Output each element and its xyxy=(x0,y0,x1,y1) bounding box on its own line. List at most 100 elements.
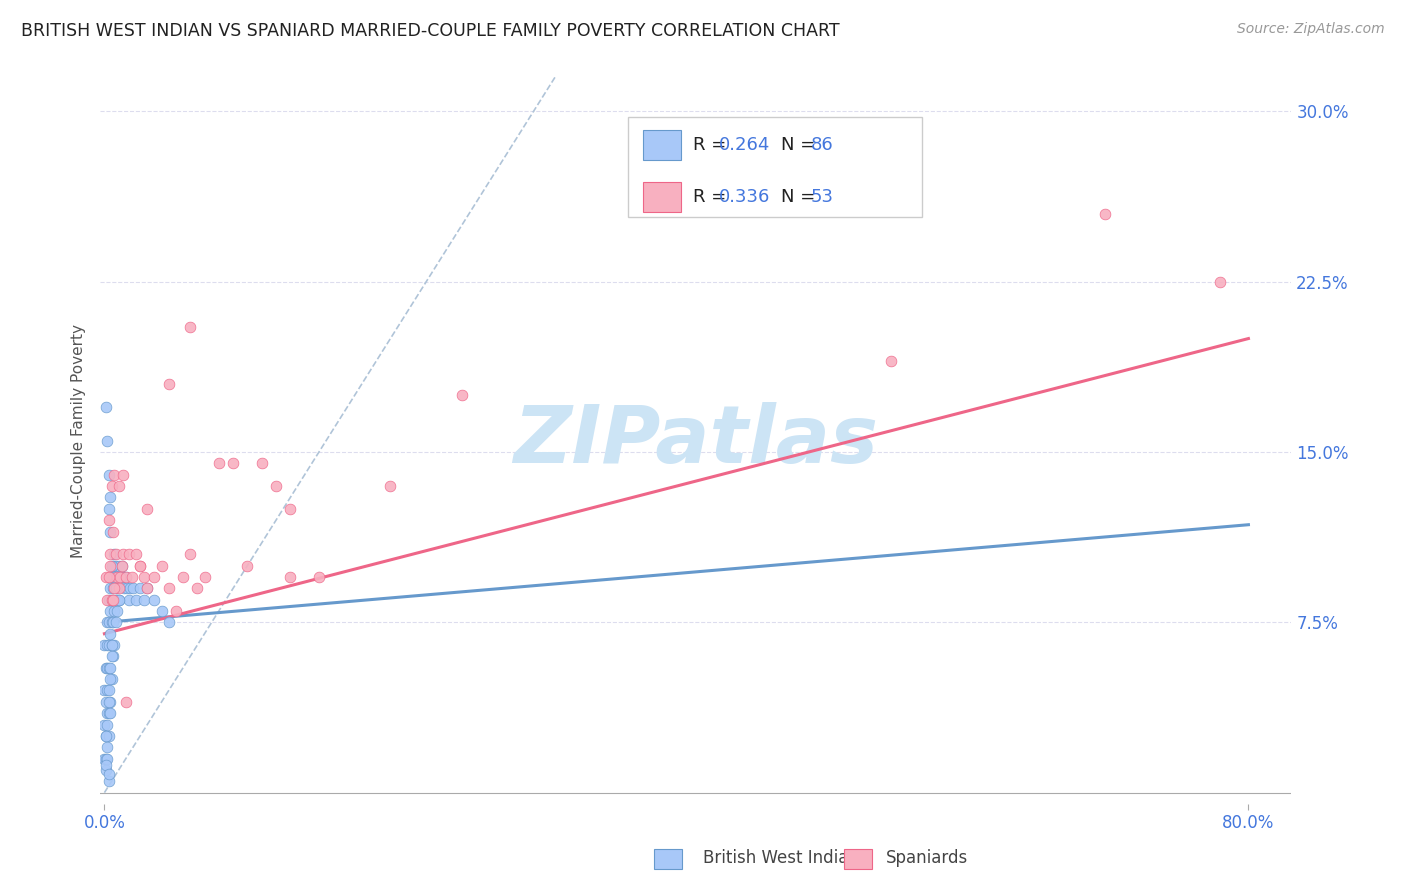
Point xyxy=(107,592,129,607)
Point xyxy=(97,513,120,527)
Point xyxy=(880,354,903,368)
Point xyxy=(115,570,138,584)
Point xyxy=(120,582,142,596)
Point xyxy=(157,376,180,391)
Point xyxy=(110,558,132,573)
Text: N =: N = xyxy=(780,136,821,154)
Point xyxy=(115,695,138,709)
Point xyxy=(121,570,143,584)
Point xyxy=(98,491,121,505)
Point xyxy=(264,479,287,493)
Point xyxy=(118,592,141,607)
Point xyxy=(97,683,120,698)
Point xyxy=(125,547,148,561)
Point xyxy=(97,774,120,789)
Point xyxy=(250,457,273,471)
Point xyxy=(157,582,180,596)
Point xyxy=(1209,275,1232,289)
Point xyxy=(134,592,156,607)
Point xyxy=(96,683,118,698)
Point xyxy=(222,457,245,471)
Text: BRITISH WEST INDIAN VS SPANIARD MARRIED-COUPLE FAMILY POVERTY CORRELATION CHART: BRITISH WEST INDIAN VS SPANIARD MARRIED-… xyxy=(21,22,839,40)
Point xyxy=(97,570,120,584)
Point xyxy=(101,592,124,607)
Text: 0.336: 0.336 xyxy=(718,188,770,206)
Point xyxy=(96,740,118,755)
Point xyxy=(100,479,122,493)
Point xyxy=(104,615,127,630)
Point xyxy=(101,615,124,630)
Point xyxy=(94,400,117,414)
Point xyxy=(93,683,115,698)
Point xyxy=(94,758,117,772)
Point xyxy=(96,615,118,630)
Point xyxy=(98,547,121,561)
Point xyxy=(97,706,120,721)
Point xyxy=(97,467,120,482)
Point xyxy=(97,592,120,607)
Text: 53: 53 xyxy=(810,188,834,206)
Point xyxy=(136,501,159,516)
Text: 86: 86 xyxy=(810,136,834,154)
Point xyxy=(134,570,156,584)
Point xyxy=(104,558,127,573)
Point xyxy=(104,582,127,596)
Point xyxy=(94,661,117,675)
Point xyxy=(143,570,166,584)
Point xyxy=(101,582,124,596)
Point xyxy=(380,479,402,493)
Point xyxy=(96,717,118,731)
Point xyxy=(98,695,121,709)
Point xyxy=(94,570,117,584)
Point xyxy=(96,661,118,675)
Point xyxy=(101,524,124,539)
Point xyxy=(93,638,115,652)
Point xyxy=(103,570,125,584)
Point xyxy=(94,695,117,709)
Point xyxy=(143,592,166,607)
Point xyxy=(107,558,129,573)
Point xyxy=(114,582,136,596)
Point xyxy=(101,649,124,664)
Point xyxy=(103,570,125,584)
Point xyxy=(105,570,128,584)
Point xyxy=(111,547,134,561)
Point xyxy=(96,751,118,765)
Point xyxy=(98,626,121,640)
Point xyxy=(100,672,122,686)
Point xyxy=(98,661,121,675)
Text: R =: R = xyxy=(693,188,731,206)
Point xyxy=(97,661,120,675)
Y-axis label: Married-Couple Family Poverty: Married-Couple Family Poverty xyxy=(72,324,86,558)
Point xyxy=(98,706,121,721)
Point xyxy=(98,604,121,618)
Point xyxy=(100,570,122,584)
Point xyxy=(111,570,134,584)
Point xyxy=(110,558,132,573)
Point xyxy=(136,582,159,596)
Point xyxy=(97,729,120,743)
Point xyxy=(136,582,159,596)
Point xyxy=(150,558,173,573)
Point xyxy=(308,570,330,584)
Point xyxy=(105,592,128,607)
Point xyxy=(96,706,118,721)
Point xyxy=(117,582,139,596)
Point xyxy=(278,501,301,516)
Point xyxy=(103,467,125,482)
Point xyxy=(118,547,141,561)
Point xyxy=(100,615,122,630)
Point xyxy=(107,592,129,607)
Point xyxy=(100,592,122,607)
Point xyxy=(129,558,152,573)
Point xyxy=(107,582,129,596)
Point xyxy=(94,763,117,777)
Point xyxy=(278,570,301,584)
Point xyxy=(103,582,125,596)
Point xyxy=(100,638,122,652)
Point xyxy=(111,467,134,482)
Text: ZIPatlas: ZIPatlas xyxy=(513,401,879,480)
Point xyxy=(96,592,118,607)
Point xyxy=(97,695,120,709)
Point xyxy=(208,457,231,471)
